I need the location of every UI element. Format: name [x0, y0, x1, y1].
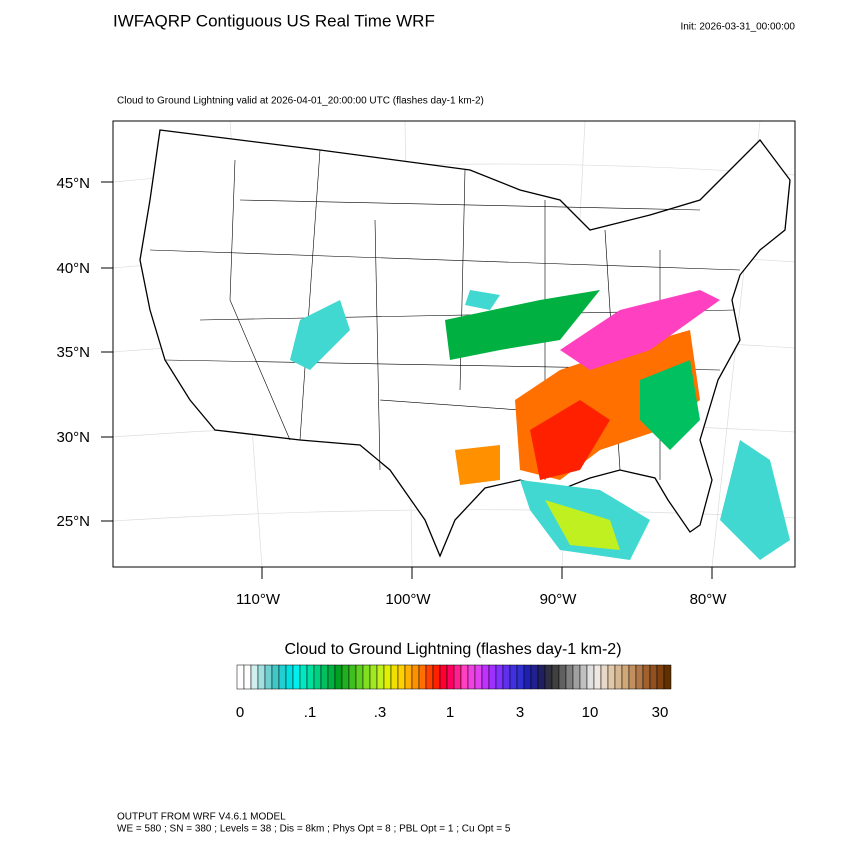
- colorbar-box: [348, 664, 357, 690]
- colorbar-box: [418, 664, 427, 690]
- colorbar-box: [257, 664, 266, 690]
- colorbar-box: [572, 664, 581, 690]
- colorbar-box: [537, 664, 546, 690]
- colorbar-box: [460, 664, 469, 690]
- lon-label: 100°W: [385, 591, 431, 608]
- colorbar-box: [411, 664, 420, 690]
- map-frame: [112, 120, 796, 568]
- colorbar-box: [299, 664, 308, 690]
- lat-label: 45°N: [56, 175, 90, 192]
- colorbar-box: [383, 664, 392, 690]
- colorbar-box: [327, 664, 336, 690]
- tick-marks: [101, 181, 713, 579]
- colorbar-box: [600, 664, 609, 690]
- colorbar-box: [285, 664, 294, 690]
- colorbar-box: [376, 664, 385, 690]
- colorbar-box: [432, 664, 441, 690]
- footer-line: WE = 580 ; SN = 380 ; Levels = 38 ; Dis …: [117, 824, 511, 835]
- colorbar-box: [278, 664, 287, 690]
- colorbar-box: [404, 664, 413, 690]
- colorbar-box: [502, 664, 511, 690]
- colorbar-box: [656, 664, 665, 690]
- colorbar-box: [614, 664, 623, 690]
- colorbar-box: [495, 664, 504, 690]
- colorbar-box: [320, 664, 329, 690]
- colorbar-box: [306, 664, 315, 690]
- colorbar-box: [250, 664, 259, 690]
- colorbar-box: [663, 664, 672, 690]
- colorbar-box: [236, 664, 245, 690]
- colorbar-title: Cloud to Ground Lightning (flashes day-1…: [284, 641, 621, 658]
- lon-label: 80°W: [690, 591, 728, 608]
- colorbar-label: 30: [652, 704, 669, 721]
- colorbar-box: [628, 664, 637, 690]
- colorbar: 0 .1 .3 1 3 10 30: [236, 664, 672, 721]
- colorbar-label: 10: [582, 704, 599, 721]
- colorbar-box: [621, 664, 630, 690]
- colorbar-box: [474, 664, 483, 690]
- colorbar-box: [341, 664, 350, 690]
- colorbar-box: [551, 664, 560, 690]
- colorbar-box: [635, 664, 644, 690]
- colorbar-box: [313, 664, 322, 690]
- colorbar-box: [439, 664, 448, 690]
- colorbar-box: [355, 664, 364, 690]
- lon-label: 110°W: [236, 591, 281, 608]
- map: 45°N 40°N 35°N 30°N 25°N 110°W 100°W 90°…: [56, 120, 796, 608]
- colorbar-label: .1: [304, 704, 317, 721]
- lat-label: 40°N: [56, 260, 90, 277]
- colorbar-box: [453, 664, 462, 690]
- colorbar-box: [530, 664, 539, 690]
- subtitle: Cloud to Ground Lightning valid at 2026-…: [117, 96, 484, 107]
- colorbar-box: [243, 664, 252, 690]
- colorbar-box: [397, 664, 406, 690]
- lightning-areas: [290, 290, 790, 560]
- colorbar-label: 0: [236, 704, 244, 721]
- colorbar-box: [593, 664, 602, 690]
- colorbar-box: [579, 664, 588, 690]
- colorbar-box: [649, 664, 658, 690]
- colorbar-label: 3: [516, 704, 524, 721]
- colorbar-box: [271, 664, 280, 690]
- colorbar-box: [362, 664, 371, 690]
- colorbar-box: [488, 664, 497, 690]
- colorbar-box: [425, 664, 434, 690]
- colorbar-box: [544, 664, 553, 690]
- colorbar-box: [334, 664, 343, 690]
- colorbar-box: [642, 664, 651, 690]
- colorbar-label: 1: [446, 704, 454, 721]
- colorbar-box: [390, 664, 399, 690]
- colorbar-box: [607, 664, 616, 690]
- lat-label: 25°N: [56, 513, 90, 530]
- colorbar-box: [586, 664, 595, 690]
- lat-label: 35°N: [56, 344, 90, 361]
- colorbar-box: [292, 664, 301, 690]
- colorbar-box: [509, 664, 518, 690]
- title: IWFAQRP Contiguous US Real Time WRF: [113, 11, 435, 30]
- colorbar-box: [481, 664, 490, 690]
- colorbar-box: [264, 664, 273, 690]
- colorbar-box: [467, 664, 476, 690]
- colorbar-box: [558, 664, 567, 690]
- lon-label: 90°W: [540, 591, 578, 608]
- lat-label: 30°N: [56, 429, 90, 446]
- colorbar-box: [446, 664, 455, 690]
- colorbar-box: [523, 664, 532, 690]
- footer-line: OUTPUT FROM WRF V4.6.1 MODEL: [117, 812, 286, 823]
- colorbar-label: .3: [374, 704, 387, 721]
- colorbar-box: [369, 664, 378, 690]
- colorbar-box: [565, 664, 574, 690]
- init-time: Init: 2026-03-31_00:00:00: [680, 22, 795, 33]
- colorbar-box: [516, 664, 525, 690]
